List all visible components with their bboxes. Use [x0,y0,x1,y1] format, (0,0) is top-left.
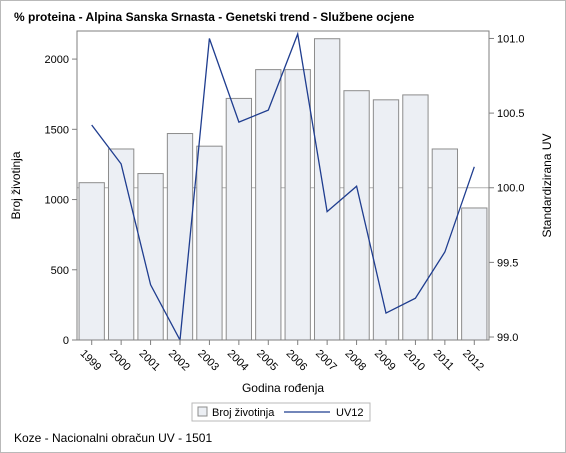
x-tick-label: 2012 [460,348,486,374]
y-axis-label: Broj životinja [9,151,23,219]
bar-2010 [402,94,429,341]
bar-2012 [461,207,488,341]
x-tick-label: 2003 [195,348,221,374]
chart-title: % proteina - Alpina Sanska Srnasta - Gen… [14,10,415,24]
x-axis: 1999 2000 2001 2002 2003 2004 2005 2006 2007 2008… [78,340,486,373]
bar-1999 [78,182,105,341]
y-tick-label: 1000 [45,195,69,207]
legend-bar-swatch [197,406,208,417]
bar-2009 [372,99,400,341]
bar-series [78,38,488,341]
uv12-line [91,31,475,343]
bar-2004 [225,97,253,341]
x-tick-label: 2001 [136,348,162,374]
y-tick-label: 1500 [45,124,69,136]
x-tick-label: 2005 [254,348,280,374]
y2-tick-label: 100.5 [497,108,525,120]
y2-tick-label: 100.0 [497,183,525,195]
bar-2001 [137,173,164,341]
y-axis-left: 0 500 1000 1500 2000 [45,54,77,347]
y2-tick-label: 101.0 [497,33,525,45]
bar-2002 [166,133,194,341]
plot-border [76,30,490,341]
bar-2000 [107,148,135,341]
x-tick-label: 2007 [313,348,339,374]
y2-axis-label: Standardizirana UV [540,133,554,237]
legend-line-label: UV12 [336,407,364,419]
footnote: Koze - Nacionalni obračun UV - 1501 [14,431,212,445]
x-tick-label: 2008 [342,348,368,374]
bar-2011 [431,148,459,341]
legend-bar-label: Broj životinja [212,407,275,419]
legend-box [191,402,371,422]
y-axis-right: 99.0 99.5 100.0 100.5 101.0 [489,33,525,344]
x-tick-label: 2011 [431,348,456,373]
bar-2003 [196,145,223,341]
y2-tick-label: 99.0 [497,332,518,344]
y-tick-label: 2000 [45,54,69,66]
bar-2008 [343,90,370,341]
x-tick-label: 2002 [166,348,192,374]
line-series [91,31,475,343]
x-tick-label: 2009 [372,348,398,374]
x-axis-label: Godina rođenja [242,381,324,395]
y-tick-label: 0 [63,335,69,347]
y2-tick-label: 99.5 [497,257,518,269]
x-tick-label: 1999 [78,348,104,374]
x-tick-label: 2010 [401,348,427,374]
bar-2006 [284,69,311,341]
bar-2005 [255,69,282,341]
legend: Broj životinja UV12 [191,402,371,422]
y-tick-label: 500 [51,265,69,277]
bar-2007 [313,38,341,341]
x-tick-label: 2006 [284,348,310,374]
x-tick-label: 2004 [225,348,251,374]
x-tick-label: 2000 [107,348,133,374]
